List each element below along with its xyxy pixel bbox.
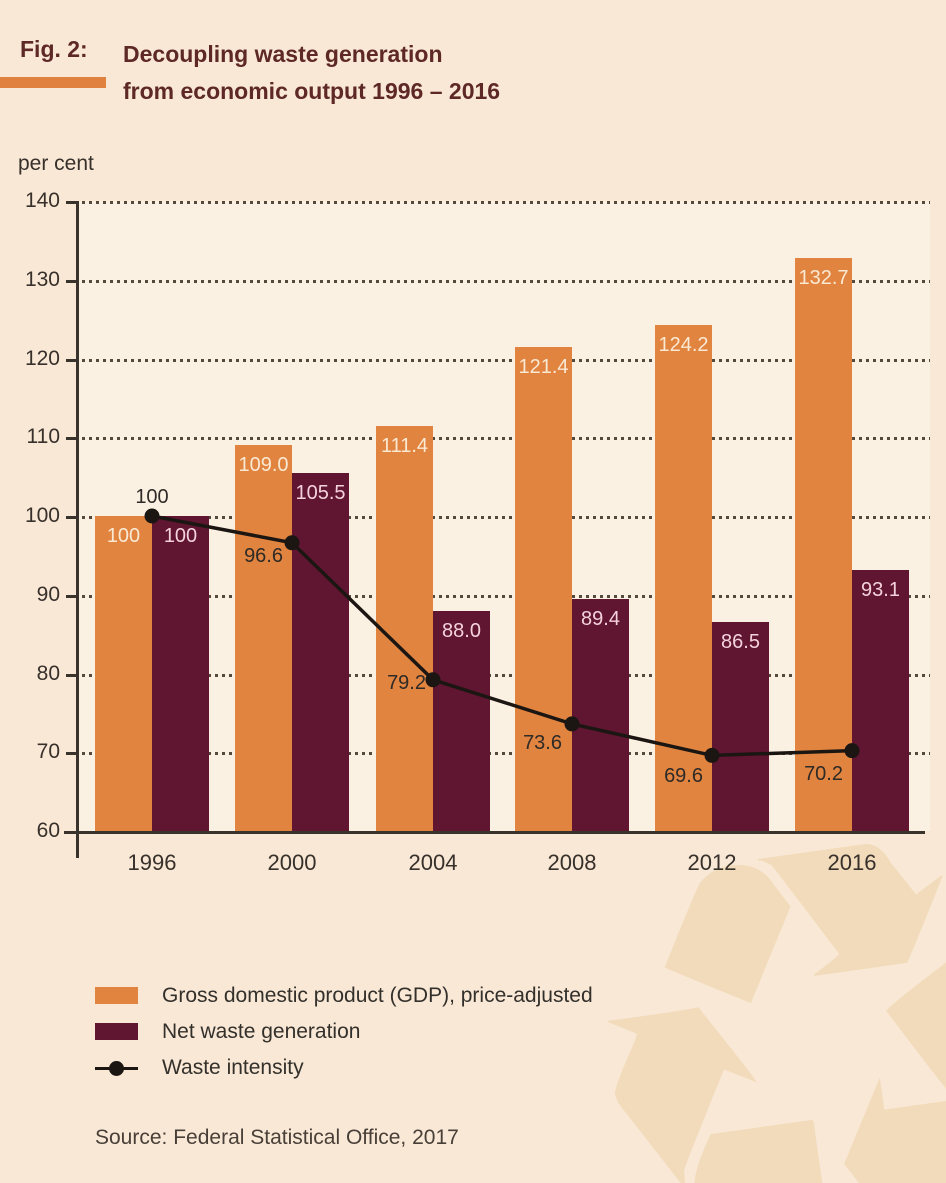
waste-bar-2004: [433, 610, 490, 831]
y-axis-tick-110: [66, 437, 77, 440]
x-axis-label-2016: 2016: [827, 850, 877, 875]
gridline-70: [82, 752, 930, 755]
waste-bar-swatch-icon: [95, 1023, 138, 1040]
x-axis-label-2004: 2004: [408, 850, 458, 875]
waste-bar-value-2016: 93.1: [861, 579, 900, 602]
gdp-bar-value-2012: 124.2: [658, 334, 709, 357]
y-axis-label-80: 80: [36, 662, 60, 685]
gridline-90: [82, 595, 930, 598]
gdp-bar-2016: [795, 258, 852, 831]
waste-bar-value-2008: 89.4: [581, 608, 620, 631]
y-axis-label-140: 140: [24, 189, 60, 212]
y-axis-tick-70: [66, 752, 77, 755]
gdp-bar-value-2000: 109.0: [238, 454, 289, 477]
gdp-bar-value-1996: 100: [106, 525, 141, 547]
gridline-100: [82, 516, 930, 519]
source-note: Source: Federal Statistical Office, 2017: [95, 1126, 459, 1149]
waste-intensity-line: [144, 508, 860, 763]
waste-bar-1996: [152, 516, 209, 831]
line-value-2012: 69.6: [664, 765, 703, 788]
x-axis-line: [64, 831, 925, 834]
waste-bar-value-2012: 86.5: [721, 631, 760, 654]
gridline-140: [82, 201, 930, 204]
y-axis-tick-140: [66, 201, 77, 204]
gdp-bar-2012: [655, 325, 712, 831]
y-axis-label-70: 70: [36, 740, 60, 763]
legend-item-intensity: Waste intensity: [162, 1056, 304, 1079]
x-axis-label-2000: 2000: [267, 850, 317, 875]
accent-bar: [0, 77, 106, 88]
gridline-120: [82, 359, 930, 362]
line-value-2016: 70.2: [804, 762, 843, 785]
y-axis-label-120: 120: [24, 347, 60, 370]
y-axis-tick-90: [66, 595, 77, 598]
line-value-2004: 79.2: [387, 671, 426, 694]
gdp-bar-value-2008: 121.4: [518, 356, 569, 379]
gdp-bar-2000: [235, 445, 292, 831]
gridline-110: [82, 437, 930, 440]
legend-item-gdp: Gross domestic product (GDP), price-adju…: [162, 984, 593, 1007]
chart-title: Decoupling waste generation from economi…: [123, 36, 500, 110]
y-axis-tick-80: [66, 674, 77, 677]
line-value-2000: 96.6: [244, 544, 283, 567]
y-axis-tick-100: [66, 516, 77, 519]
waste-bar-2012: [712, 622, 769, 831]
line-marker-dot-icon: [109, 1061, 124, 1076]
x-axis-label-2008: 2008: [547, 850, 597, 875]
gdp-bar-2008: [515, 347, 572, 831]
y-axis-label-60: 60: [36, 819, 60, 842]
line-point-2000: [284, 535, 300, 551]
line-point-1996: [144, 508, 160, 524]
y-axis-label-100: 100: [24, 504, 60, 527]
gdp-bar-swatch-icon: [95, 987, 138, 1004]
gridline-80: [82, 674, 930, 677]
line-point-2016: [844, 743, 860, 759]
y-axis-unit-label: per cent: [18, 152, 94, 175]
y-axis-label-110: 110: [26, 425, 60, 448]
y-axis-label-90: 90: [36, 583, 60, 606]
gdp-bar-1996: [95, 516, 152, 831]
waste-bar-2000: [292, 472, 349, 831]
y-axis-label-130: 130: [24, 268, 60, 291]
chart-title-line1: Decoupling waste generation: [123, 41, 443, 67]
y-axis-tick-120: [66, 359, 77, 362]
gdp-bar-value-2016: 132.7: [798, 267, 849, 290]
waste-bar-value-1996: 100: [163, 525, 198, 547]
waste-bar-2016: [852, 570, 909, 831]
gdp-bar-2004: [376, 426, 433, 831]
legend-item-waste: Net waste generation: [162, 1020, 361, 1043]
gdp-bar-value-2004: 111.4: [380, 435, 429, 458]
waste-bar-value-2004: 88.0: [442, 619, 481, 642]
chart-title-line2: from economic output 1996 – 2016: [123, 78, 501, 104]
y-axis-line: [76, 201, 79, 858]
figure-number-label: Fig. 2:: [20, 36, 88, 62]
waste-bar-2008: [572, 599, 629, 831]
y-axis-tick-130: [66, 280, 77, 283]
x-axis-label-1996: 1996: [127, 850, 177, 875]
line-value-1996: 100: [135, 486, 169, 508]
gridline-130: [82, 280, 930, 283]
line-point-2012: [704, 747, 720, 763]
line-value-2008: 73.6: [523, 731, 562, 754]
line-point-2004: [425, 672, 441, 688]
line-point-2008: [564, 716, 580, 732]
waste-bar-value-2000: 105.5: [295, 481, 346, 504]
x-axis-label-2012: 2012: [687, 850, 737, 875]
